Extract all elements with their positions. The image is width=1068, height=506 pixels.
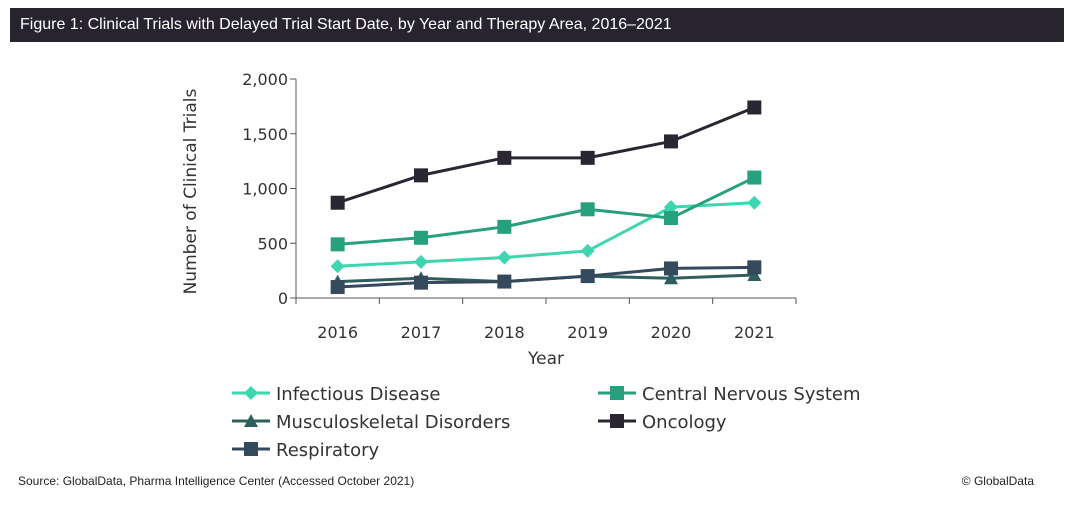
legend-marker-oncology (610, 414, 624, 428)
data-point-oncology (330, 195, 345, 210)
data-point-oncology (664, 134, 678, 149)
data-point-central-nervous-system (747, 170, 762, 185)
data-point-infectious-disease (664, 200, 678, 215)
x-tick-label: 2021 (734, 323, 775, 342)
chart-axes: 0 500 1,000 1,500 2,000 2016 2017 2018 2019 2020 2… (181, 70, 797, 369)
data-point-central-nervous-system (414, 230, 428, 245)
data-point-infectious-disease (330, 259, 345, 274)
legend-label-respiratory: Respiratory (276, 440, 379, 461)
y-tick-label: 2,000 (242, 70, 288, 89)
data-point-respiratory (747, 260, 762, 275)
legend-label-infectious-disease: Infectious Disease (276, 384, 440, 405)
series-line-oncology (337, 106, 755, 205)
data-point-oncology (414, 168, 428, 183)
data-point-respiratory (330, 280, 345, 295)
data-point-central-nervous-system (330, 237, 345, 252)
legend-marker-musculoskeletal-disorders (244, 414, 258, 427)
y-tick-label: 0 (278, 289, 288, 308)
y-axis-title: Number of Clinical Trials (181, 88, 201, 294)
series-line-central-nervous-system (337, 176, 755, 246)
data-point-respiratory (664, 261, 678, 276)
source-note: Source: GlobalData, Pharma Intelligence … (18, 474, 415, 488)
y-tick-label: 1,000 (242, 180, 288, 199)
copyright-note: © GlobalData (961, 474, 1034, 488)
x-tick-label: 2016 (317, 323, 358, 342)
data-point-respiratory (414, 275, 428, 290)
data-point-musculoskeletal-disorders (664, 271, 678, 285)
x-tick-label: 2018 (484, 323, 525, 342)
data-point-central-nervous-system (664, 211, 678, 226)
data-point-musculoskeletal-disorders (747, 268, 762, 282)
data-point-oncology (747, 100, 762, 115)
chart-legend: Infectious Disease Central Nervous System… (232, 384, 861, 461)
legend-marker-infectious-disease (244, 386, 258, 400)
chart-series (330, 100, 762, 295)
legend-label-oncology: Oncology (642, 412, 727, 433)
y-tick-label: 1,500 (242, 125, 288, 144)
data-point-oncology (497, 150, 512, 165)
x-axis-title: Year (527, 349, 564, 369)
figure-title: Figure 1: Clinical Trials with Delayed T… (10, 8, 1064, 42)
data-point-oncology (580, 150, 595, 165)
data-point-central-nervous-system (497, 219, 512, 234)
data-point-respiratory (497, 274, 512, 289)
series-line-infectious-disease (337, 201, 755, 268)
legend-label-musculoskeletal-disorders: Musculoskeletal Disorders (276, 412, 510, 433)
x-tick-label: 2020 (651, 323, 692, 342)
data-point-infectious-disease (580, 243, 595, 258)
legend-marker-respiratory (244, 442, 258, 456)
data-point-infectious-disease (747, 195, 762, 210)
y-tick-label: 500 (257, 234, 288, 253)
series-line-respiratory (337, 265, 755, 289)
data-point-central-nervous-system (580, 202, 595, 217)
data-point-respiratory (580, 269, 595, 284)
data-point-infectious-disease (414, 254, 428, 269)
legend-label-central-nervous-system: Central Nervous System (642, 384, 861, 405)
x-tick-label: 2019 (567, 323, 608, 342)
data-point-infectious-disease (497, 250, 512, 265)
x-tick-label: 2017 (401, 323, 442, 342)
legend-marker-central-nervous-system (610, 386, 624, 400)
